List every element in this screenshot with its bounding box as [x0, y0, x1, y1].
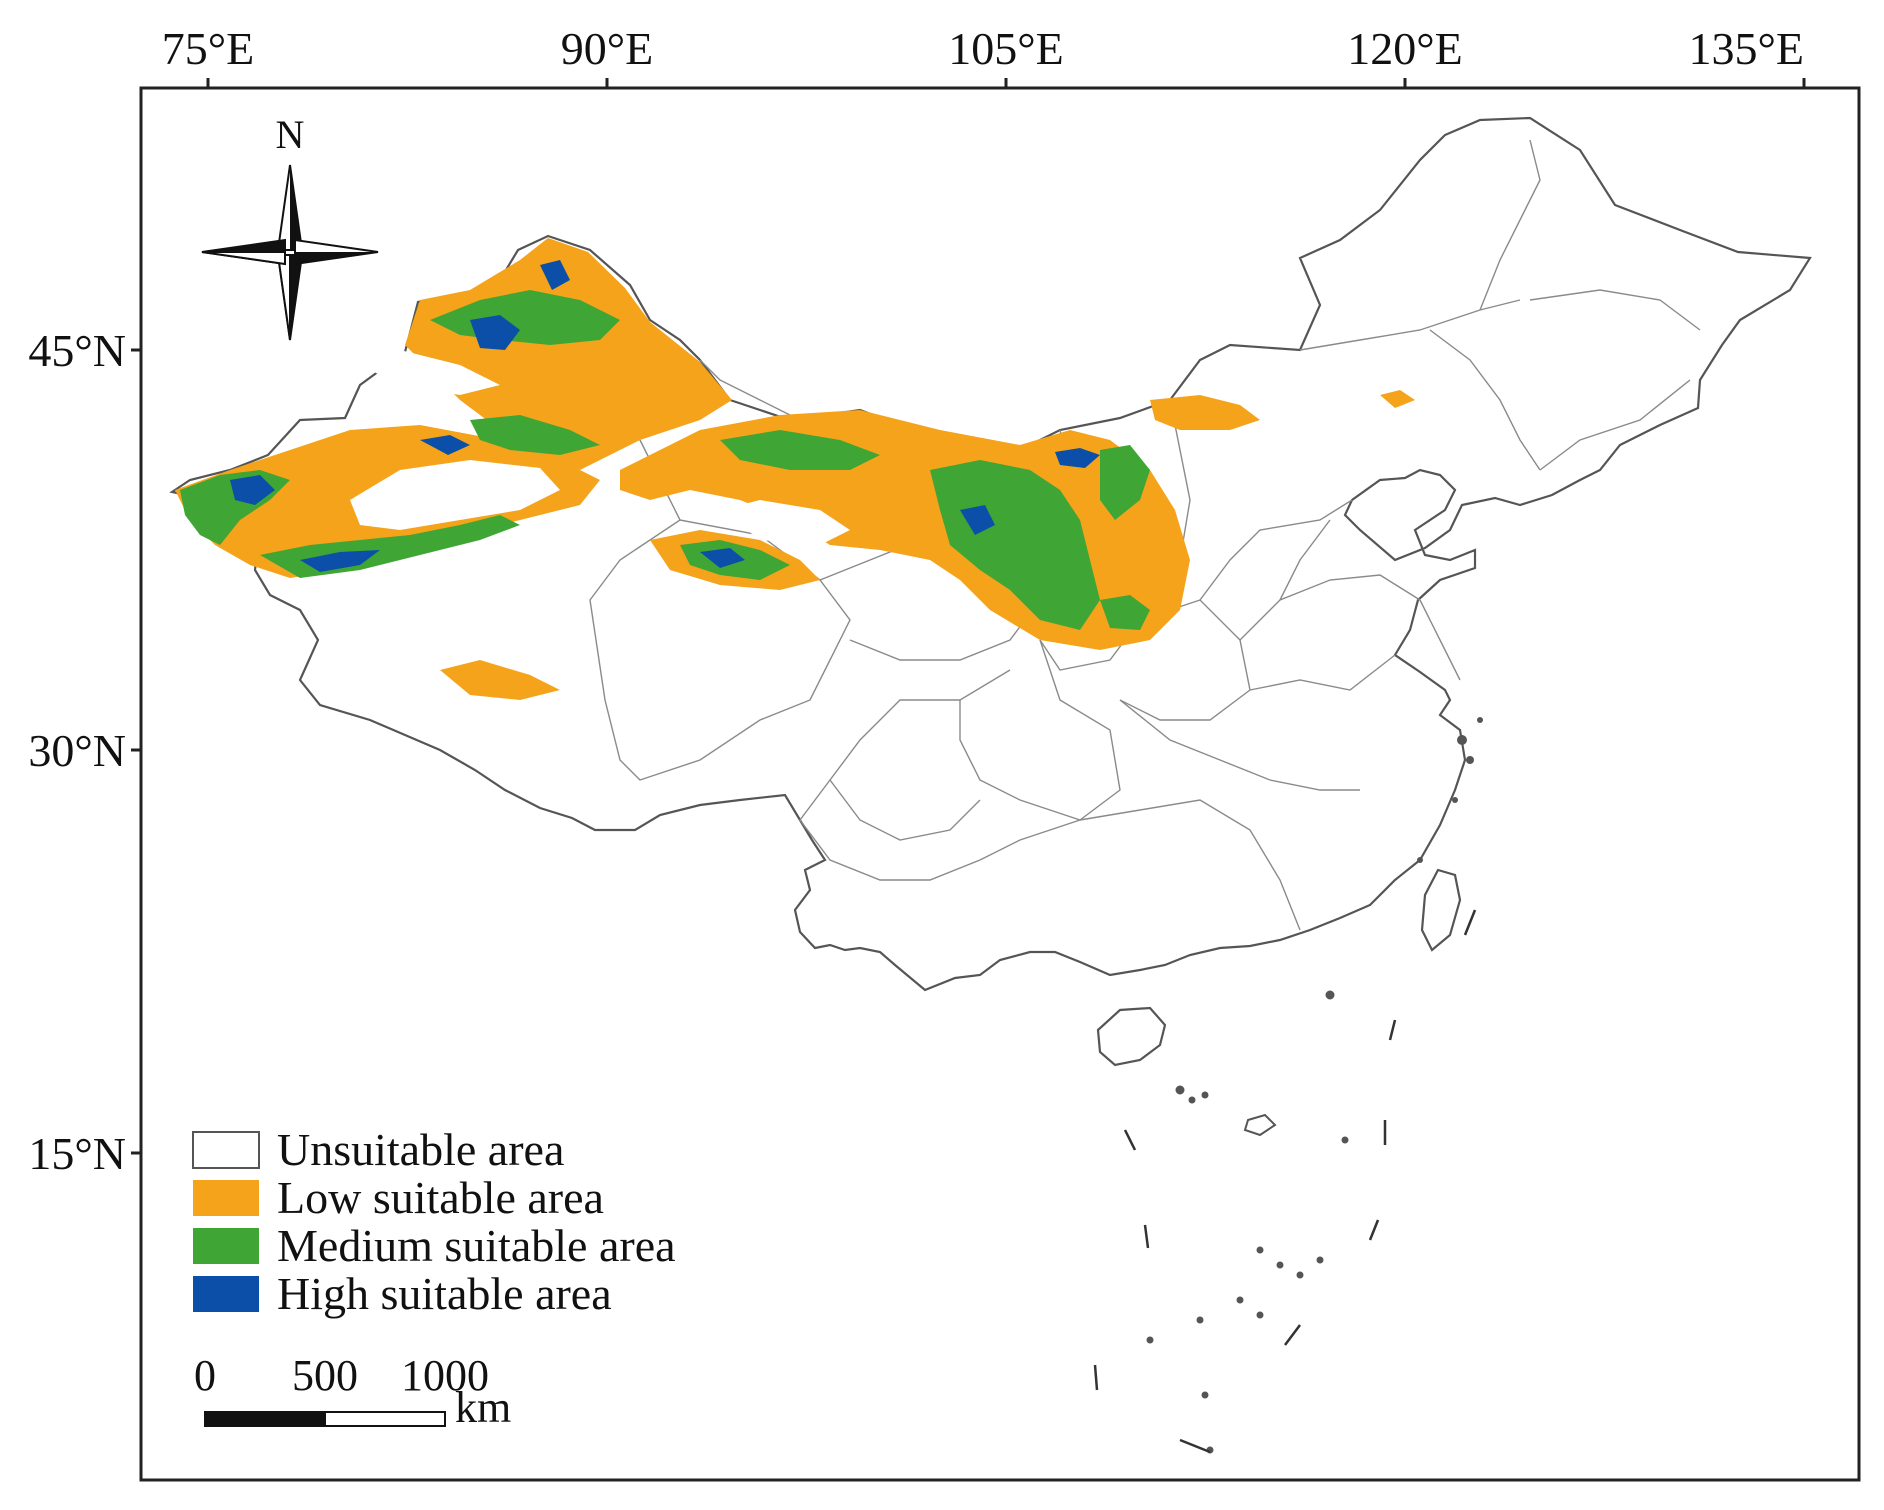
island-dot — [1296, 1271, 1304, 1279]
taiwan-island — [1420, 868, 1462, 952]
high-suitable-zones — [230, 260, 1100, 572]
island-dot — [1201, 1091, 1209, 1099]
legend-label-low: Low suitable area — [277, 1172, 604, 1223]
low-zone-nm-east — [1380, 390, 1415, 408]
island-dot — [1316, 1256, 1324, 1264]
lon-label-120: 120°E — [1347, 23, 1463, 74]
medium-zone-junggar — [470, 415, 600, 455]
high-zone-altai — [540, 260, 570, 290]
island-dot — [1175, 1085, 1185, 1095]
north-label: N — [276, 112, 305, 157]
high-zone-qilian — [700, 548, 745, 568]
lat-label-15: 15°N — [28, 1128, 126, 1179]
island-dot — [1256, 1311, 1264, 1319]
island-dot — [1276, 1261, 1284, 1269]
low-zone-tibet-patch — [440, 660, 560, 700]
high-zone-hexi-lake — [1055, 448, 1100, 468]
legend-swatch-low — [193, 1180, 259, 1216]
island-dot — [1325, 990, 1335, 1000]
legend-swatch-unsuitable — [192, 1131, 260, 1169]
unsuitable-interior — [350, 350, 850, 545]
island-dot — [1341, 1136, 1349, 1144]
lon-label-105: 105°E — [948, 23, 1064, 74]
coastal-islands — [1417, 717, 1483, 863]
legend-swatch-medium — [193, 1228, 259, 1264]
high-zone-north-xinjiang — [470, 315, 520, 350]
high-zone-loess — [960, 505, 995, 535]
scale-tick-1000: 1000 — [401, 1351, 489, 1400]
legend-swatch-high — [193, 1276, 259, 1312]
medium-zone-gansu — [720, 430, 880, 470]
hainan-offshore-island — [1243, 1113, 1277, 1137]
island-dot — [1201, 1391, 1209, 1399]
scale-unit: km — [455, 1383, 511, 1432]
high-zone-tarim-edge — [420, 435, 470, 455]
low-zone-xinjiang-north — [405, 238, 732, 470]
hainan-island — [1096, 1006, 1167, 1067]
medium-zone-loess — [930, 460, 1100, 630]
longitude-axis: 75°E 90°E 105°E 120°E 135°E — [162, 23, 1806, 88]
island-dot — [1146, 1336, 1154, 1344]
island-dot — [1196, 1316, 1204, 1324]
scale-segment-white — [324, 1411, 446, 1427]
medium-zone-helan — [1100, 445, 1150, 520]
scale-bar: 0 500 1000 km — [194, 1351, 511, 1432]
south-sea-islands — [1146, 990, 1349, 1454]
lon-label-75: 75°E — [162, 23, 255, 74]
lon-label-135: 135°E — [1689, 23, 1805, 74]
legend-label-unsuitable: Unsuitable area — [277, 1124, 564, 1175]
high-zone-west-tarim — [230, 475, 275, 505]
scale-segment-black — [204, 1411, 326, 1427]
legend-label-medium: Medium suitable area — [277, 1220, 676, 1271]
nine-dash-line — [1093, 909, 1477, 1454]
latitude-axis: 45°N 30°N 15°N — [28, 325, 141, 1179]
island-dot — [1236, 1296, 1244, 1304]
low-zone-inner-mongolia — [1150, 395, 1260, 430]
lon-label-90: 90°E — [561, 23, 654, 74]
scale-tick-0: 0 — [194, 1351, 216, 1400]
lat-label-30: 30°N — [28, 725, 126, 776]
scale-tick-500: 500 — [292, 1351, 358, 1400]
island-dot — [1188, 1096, 1196, 1104]
medium-zone-ordos-south — [1100, 595, 1150, 630]
legend: Unsuitable area Low suitable area Medium… — [192, 1124, 676, 1319]
lat-label-45: 45°N — [28, 325, 126, 376]
island-dot — [1256, 1246, 1264, 1254]
high-zone-kunlun — [300, 550, 380, 572]
north-arrow: N — [201, 112, 379, 341]
legend-label-high: High suitable area — [277, 1268, 612, 1319]
